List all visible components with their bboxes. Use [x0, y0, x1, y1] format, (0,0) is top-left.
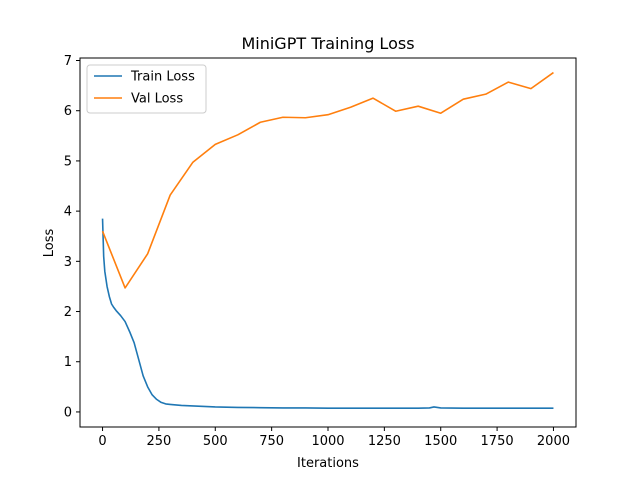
- x-tick-label: 1000: [311, 434, 344, 449]
- y-tick-label: 4: [64, 205, 72, 220]
- y-tick-label: 7: [64, 54, 72, 69]
- legend-label-train-loss: Train Loss: [130, 70, 195, 85]
- y-axis-label: Loss: [42, 229, 57, 258]
- x-tick-label: 1250: [368, 434, 401, 449]
- x-tick-label: 250: [146, 434, 171, 449]
- y-tick-label: 2: [64, 305, 72, 320]
- x-tick-label: 0: [98, 434, 106, 449]
- ticks-layer: 0 250 500 750 1000 1250 1500 1750 2000 0 1 2 3 4 5 6 7: [64, 54, 570, 449]
- legend-label-val-loss: Val Loss: [131, 92, 183, 107]
- chart-title: MiniGPT Training Loss: [241, 34, 414, 53]
- y-tick-label: 6: [64, 104, 72, 119]
- legend-box: [86, 64, 207, 114]
- series-layer: [101, 71, 554, 409]
- y-tick-label: 1: [64, 355, 72, 370]
- x-tick-label: 1500: [424, 434, 457, 449]
- x-tick-label: 1750: [481, 434, 514, 449]
- y-tick-label: 3: [64, 255, 72, 270]
- plot-frame: [79, 57, 577, 428]
- x-tick-label: 2000: [537, 434, 570, 449]
- series-line-train-loss: [101, 218, 554, 409]
- x-tick-label: 750: [259, 434, 284, 449]
- x-axis-label: Iterations: [297, 456, 359, 471]
- series-line-val-loss: [101, 71, 554, 289]
- legend: Train Loss Val Loss: [86, 64, 207, 114]
- y-tick-label: 0: [64, 405, 72, 420]
- y-tick-label: 5: [64, 154, 72, 169]
- x-tick-label: 500: [203, 434, 228, 449]
